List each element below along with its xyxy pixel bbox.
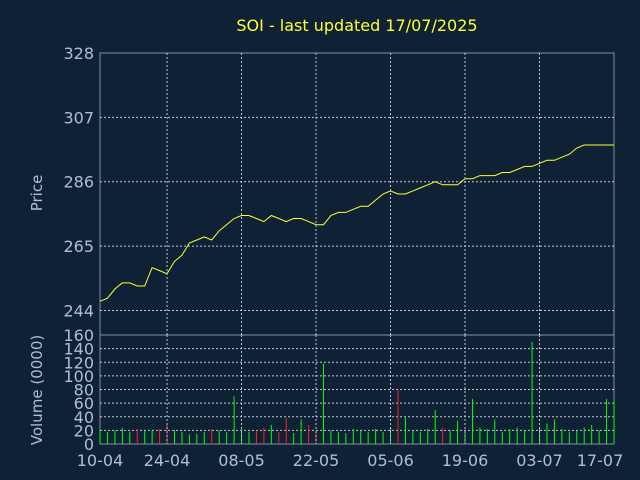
volume-tick-label: 80 (74, 381, 94, 400)
x-axis: 10-04 24-04 08-05 22-05 05-06 19-06 03-07 17-07 (77, 53, 624, 470)
volume-tick-label: 0 (84, 435, 94, 454)
volume-tick-label: 140 (63, 340, 94, 359)
x-tick-label: 17-07 (577, 451, 624, 470)
x-tick-label: 24-04 (144, 451, 191, 470)
volume-tick-label: 100 (63, 367, 94, 386)
price-axis-label: Price (28, 175, 46, 212)
price-tick-label: 244 (63, 301, 94, 320)
volume-axis-label: Volume (0000) (28, 335, 46, 445)
volume-tick-label: 20 (74, 421, 94, 440)
x-tick-label: 05-06 (367, 451, 414, 470)
price-tick-label: 286 (63, 173, 94, 192)
price-tick-label: 265 (63, 237, 94, 256)
volume-tick-label: 120 (63, 353, 94, 372)
volume-tick-label: 160 (63, 326, 94, 345)
price-tick-label: 307 (63, 108, 94, 127)
price-panel: 244 265 286 307 328 (63, 44, 615, 336)
x-tick-label: 19-06 (442, 451, 489, 470)
chart-title: SOI - last updated 17/07/2025 (236, 16, 477, 35)
price-series-line (99, 144, 614, 302)
price-tick-label: 328 (63, 44, 94, 63)
x-tick-label: 08-05 (218, 451, 265, 470)
x-tick-label: 22-05 (293, 451, 340, 470)
volume-tick-label: 40 (74, 408, 94, 427)
x-tick-label: 03-07 (516, 451, 563, 470)
price-plot-frame (99, 52, 615, 336)
x-tick-label: 10-04 (77, 451, 124, 470)
volume-tick-label: 60 (74, 394, 94, 413)
